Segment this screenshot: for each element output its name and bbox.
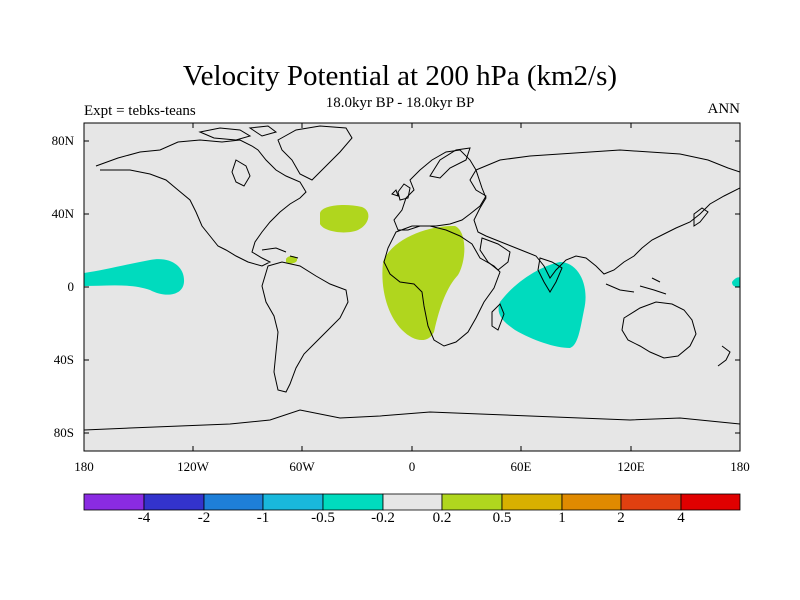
- negative-region-west-pacific: [732, 277, 740, 287]
- lon-label-60w: 60W: [289, 459, 315, 474]
- coast-new-zealand: [717, 345, 731, 367]
- coastlines: [84, 125, 740, 431]
- positive-region-caribbean: [286, 256, 298, 264]
- coast-greenland: [277, 125, 353, 181]
- lon-label-60e: 60E: [510, 459, 532, 474]
- lon-label-0: 0: [408, 459, 416, 474]
- coast-australia: [621, 301, 697, 359]
- coast-madagascar: [491, 303, 505, 331]
- colorbar-label: -2: [197, 510, 211, 526]
- coast-arabia: [479, 237, 511, 271]
- positive-region-north-atlantic: [320, 205, 369, 233]
- positive-region-africa: [382, 225, 465, 341]
- lon-label-120e: 120E: [617, 459, 645, 474]
- coast-hudson-bay: [231, 159, 251, 187]
- colorbar-label: 0.5: [492, 510, 512, 526]
- coast-asia: [473, 149, 740, 279]
- coast-caribbean-islands: [261, 247, 299, 259]
- colorbar-box-8: [561, 493, 622, 511]
- coast-indonesia: [605, 277, 667, 295]
- colorbar-box-2: [203, 493, 264, 511]
- map-title: Velocity Potential at 200 hPa (km2/s): [182, 60, 618, 92]
- colorbar-label: 1: [558, 510, 566, 526]
- colorbar-label: -1: [256, 510, 270, 526]
- experiment-label: Expt = tebks-teans: [84, 103, 196, 119]
- colorbar-box-6: [441, 493, 503, 511]
- lon-label-120w: 120W: [177, 459, 209, 474]
- colorbar-box-7: [501, 493, 563, 511]
- coast-north-america: [95, 139, 307, 267]
- coast-scandinavia: [429, 147, 471, 179]
- colorbar: [83, 493, 741, 511]
- axis-ticks: [84, 123, 740, 451]
- lon-label-180e: 180: [730, 459, 750, 474]
- lat-label-40n: 40N: [51, 206, 74, 221]
- season-label: ANN: [707, 101, 741, 117]
- coast-japan: [693, 207, 709, 227]
- lat-label-40s: 40S: [53, 352, 74, 367]
- lat-label-80n: 80N: [51, 133, 74, 148]
- lat-label-80s: 80S: [53, 425, 74, 440]
- colorbar-box-1: [143, 493, 205, 511]
- coast-india: [537, 257, 563, 293]
- colorbar-label: 4: [677, 510, 685, 526]
- colorbar-label: -0.5: [311, 510, 335, 526]
- lat-label-eq: 0: [67, 279, 75, 294]
- colorbar-label: -0.2: [371, 510, 395, 526]
- colorbar-box-10: [680, 493, 741, 511]
- colorbar-box-9: [620, 493, 682, 511]
- negative-region-eastern-pacific: [84, 259, 185, 295]
- lon-label-180w: 180: [74, 459, 94, 474]
- colorbar-box-3: [262, 493, 324, 511]
- colorbar-label: 2: [617, 510, 625, 526]
- colorbar-label: 0.2: [432, 510, 452, 526]
- colorbar-label: -4: [137, 510, 151, 526]
- coast-antarctica: [84, 409, 740, 431]
- coast-south-america: [261, 261, 349, 393]
- colorbar-box-5: [382, 493, 443, 511]
- colorbar-box-0: [83, 493, 145, 511]
- map-subtitle: 18.0kyr BP - 18.0kyr BP: [325, 95, 475, 111]
- coast-canadian-islands: [198, 125, 278, 141]
- colorbar-box-4: [322, 493, 384, 511]
- negative-region-indian-ocean: [498, 262, 586, 348]
- coast-africa: [383, 225, 501, 347]
- coast-british-isles: [391, 183, 411, 201]
